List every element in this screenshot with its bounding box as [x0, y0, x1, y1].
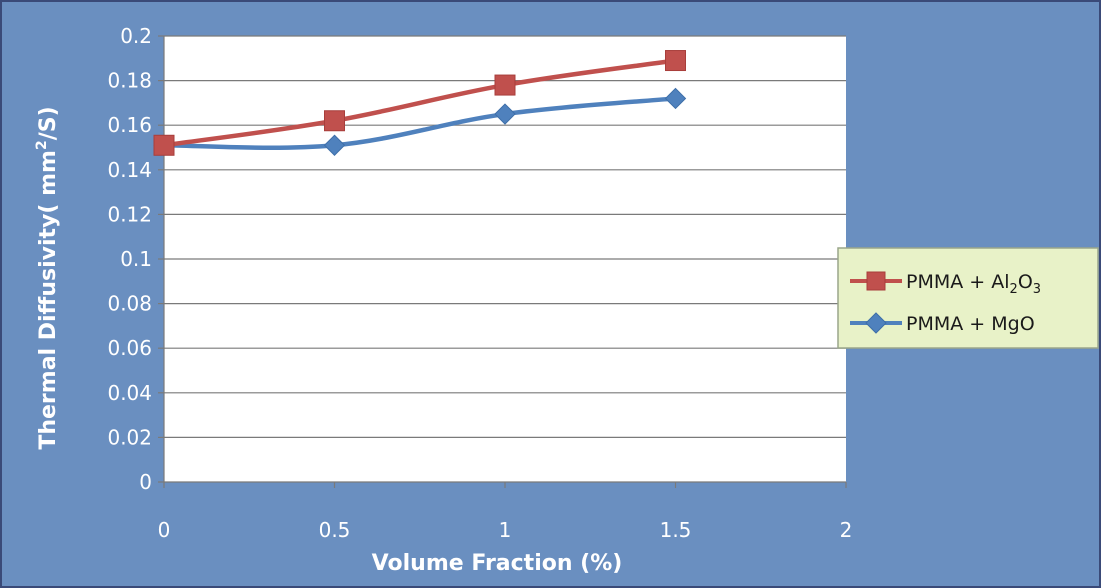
y-tick-label: 0: [139, 470, 152, 494]
y-axis-ticks: 0 0.02 0.04 0.06 0.08 0.1 0.12 0.14 0.16 0.18 0.2: [107, 24, 152, 494]
legend-box: [837, 247, 1099, 349]
y-axis-title: Thermal Diffusivity( mm2/S): [34, 106, 61, 449]
y-axis-title-prefix: Thermal Diffusivity: [36, 214, 61, 450]
data-point-al2o3: [494, 74, 516, 96]
legend-marker-square: [866, 271, 886, 291]
y-tick-label: 0.1: [120, 247, 152, 271]
x-tick-label: 1.5: [660, 518, 692, 542]
x-axis-ticks: 0 0.5 1 1.5 2: [158, 518, 853, 542]
x-tick-label: 0.5: [319, 518, 351, 542]
x-tick-label: 0: [158, 518, 171, 542]
series-line-mgo: [161, 96, 678, 151]
y-tick-label: 0.14: [107, 158, 152, 182]
legend-marker-diamond: [865, 312, 887, 334]
legend-entry-mgo: PMMA + MgO: [850, 312, 1035, 335]
data-point-al2o3: [324, 110, 345, 132]
y-axis-title-paren: (: [36, 196, 61, 214]
x-tick-label: 1: [499, 518, 512, 542]
y-tick-label: 0.04: [107, 381, 152, 405]
x-tick-label: 2: [840, 518, 853, 542]
legend-label-mgo: PMMA + MgO: [906, 313, 1035, 335]
y-tick-label: 0.2: [120, 24, 152, 48]
x-axis-title: Volume Fraction (%): [372, 551, 623, 576]
data-point-al2o3: [665, 50, 686, 72]
y-tick-label: 0.02: [107, 425, 152, 449]
data-point-mgo: [494, 103, 516, 125]
data-point-al2o3: [153, 134, 175, 156]
data-point-mgo: [664, 87, 687, 110]
series-layer: [153, 50, 687, 156]
series-line-al2o3: [161, 58, 678, 148]
gridlines: [158, 35, 847, 488]
y-tick-label: 0.16: [107, 113, 152, 137]
y-tick-label: 0.18: [107, 69, 152, 93]
y-axis-title-unit: mm: [36, 150, 61, 196]
legend-entry-al2o3: PMMA + Al2O3: [850, 271, 1041, 297]
y-tick-label: 0.08: [107, 292, 152, 316]
y-axis-title-unit-tail: /S): [36, 106, 61, 140]
y-tick-label: 0.12: [107, 202, 152, 226]
legend-label-al2o3: PMMA + Al2O3: [906, 271, 1041, 297]
y-axis-title-unit-sup: 2: [34, 140, 50, 150]
legend: PMMA + Al2O3 PMMA + MgO: [837, 247, 1099, 349]
y-tick-label: 0.06: [107, 336, 152, 360]
data-point-mgo: [323, 134, 346, 156]
